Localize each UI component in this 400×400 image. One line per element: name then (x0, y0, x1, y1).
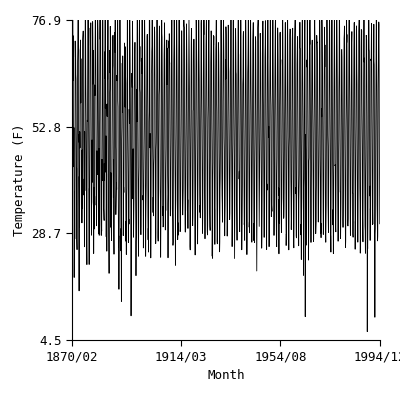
X-axis label: Month: Month (207, 369, 245, 382)
Y-axis label: Temperature (F): Temperature (F) (13, 124, 26, 236)
